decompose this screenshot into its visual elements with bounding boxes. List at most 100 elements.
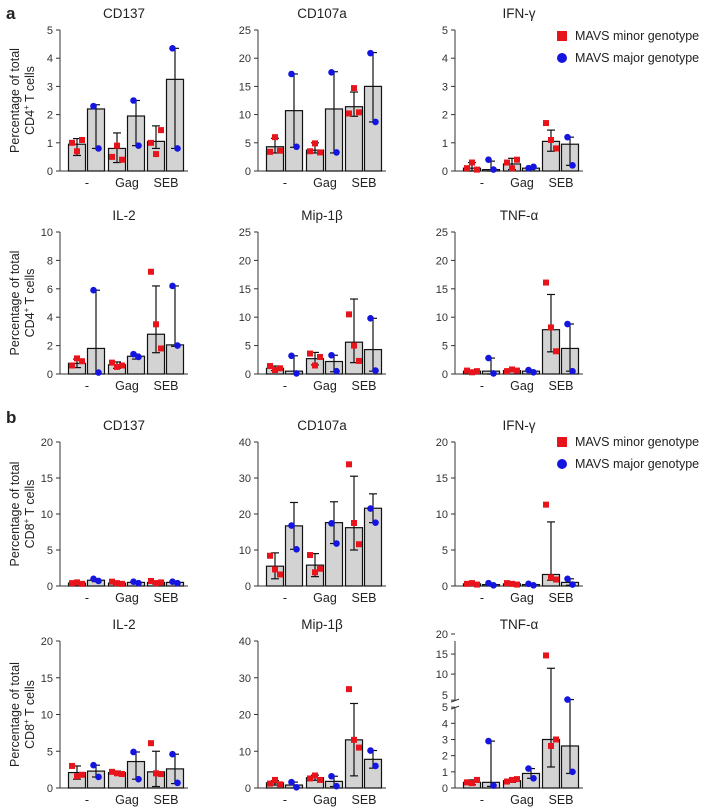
y-tick-label: 20	[239, 509, 251, 521]
y-tick-label: 15	[239, 284, 251, 296]
data-point-minor	[267, 148, 273, 155]
data-point-minor	[69, 580, 75, 587]
y-tick-label: 10	[41, 509, 53, 521]
data-point-major	[530, 581, 537, 589]
y-tick-label: 20	[239, 710, 251, 722]
data-point-minor	[79, 136, 85, 143]
data-point-minor	[509, 165, 515, 172]
data-point-minor	[153, 321, 159, 328]
data-point-minor	[514, 776, 520, 783]
data-point-major	[174, 145, 181, 152]
data-point-minor	[351, 520, 357, 526]
y-tick-label: 5	[442, 690, 448, 702]
data-point-major	[328, 351, 335, 359]
y-tick-label: 4	[47, 312, 53, 324]
x-category-label: SEB	[548, 591, 573, 605]
chart-title: TNF-α	[500, 208, 539, 223]
y-tick-label: 4	[442, 53, 448, 65]
data-point-minor	[277, 571, 283, 578]
data-point-minor	[148, 740, 154, 747]
bar	[165, 344, 185, 375]
data-point-minor	[277, 147, 283, 154]
chart-title: Mip-1β	[301, 208, 343, 223]
data-point-minor	[504, 778, 510, 785]
chart-title: Mip-1β	[301, 617, 343, 632]
y-axis-label: Percentage of totalCD4+ T cells	[8, 48, 37, 153]
legend-label-major: MAVS major genotype	[575, 51, 700, 65]
data-point-major	[169, 578, 176, 585]
data-point-minor	[114, 580, 120, 587]
data-point-minor	[548, 324, 554, 331]
data-point-minor	[474, 166, 480, 173]
y-tick-label: 10	[239, 545, 251, 557]
data-point-major	[90, 575, 97, 583]
data-point-major	[293, 783, 300, 791]
data-point-major	[169, 282, 176, 290]
y-tick-label: 20	[239, 53, 251, 65]
x-category-label: Gag	[510, 176, 534, 190]
y-tick-label: 30	[239, 673, 251, 685]
chart-b-7: CD107a 0 10 20 30 40 - Gag SEB	[239, 418, 386, 605]
y-tick-label: 20	[41, 437, 53, 449]
data-point-minor	[277, 781, 283, 788]
chart-a-4: Mip-1β 0 5 10 15 20 25 - Gag SEB	[239, 208, 386, 393]
data-point-minor	[464, 367, 470, 374]
x-category-label: -	[480, 176, 484, 190]
x-category-label: -	[283, 793, 287, 807]
x-category-label: Gag	[510, 793, 534, 807]
x-category-label: Gag	[115, 591, 139, 605]
data-point-minor	[109, 359, 115, 366]
legend-item-minor: MAVS minor genotype	[557, 25, 699, 47]
data-point-minor	[504, 159, 510, 166]
data-point-major	[525, 164, 532, 172]
data-point-minor	[267, 780, 273, 787]
x-category-label: Gag	[313, 591, 337, 605]
data-point-minor	[267, 552, 273, 559]
y-tick-label: 15	[436, 284, 448, 296]
data-point-major	[293, 143, 300, 151]
circle-marker-icon	[557, 53, 567, 63]
circle-marker-icon	[557, 459, 567, 469]
x-category-label: Gag	[313, 176, 337, 190]
data-point-major	[95, 145, 102, 152]
data-point-major	[525, 580, 532, 588]
data-point-minor	[74, 579, 80, 586]
y-tick-label: 15	[436, 473, 448, 485]
chart-b-9: IL-2 0 5 10 15 20 Percentage of totalCD8+ T ce…	[8, 617, 188, 807]
data-point-major	[530, 368, 537, 376]
y-tick-label: 20	[436, 629, 448, 641]
x-category-label: -	[480, 793, 484, 807]
chart-title: IL-2	[112, 617, 135, 632]
x-category-label: -	[85, 176, 89, 190]
x-category-label: SEB	[351, 176, 376, 190]
data-point-minor	[69, 362, 75, 369]
data-point-minor	[114, 770, 120, 777]
data-point-major	[485, 737, 492, 745]
y-tick-label: 2	[47, 110, 53, 122]
legend-item-major: MAVS major genotype	[557, 47, 699, 69]
data-point-minor	[267, 363, 273, 370]
legend-label-minor: MAVS minor genotype	[575, 29, 700, 43]
x-category-label: SEB	[351, 379, 376, 393]
y-tick-label: 10	[239, 312, 251, 324]
chart-b-6: CD137 0 5 10 15 20 Percentage of totalCD8+ T c…	[8, 418, 188, 605]
y-tick-label: 0	[47, 166, 53, 178]
data-point-minor	[553, 736, 559, 743]
chart-title: CD107a	[297, 418, 347, 433]
data-point-minor	[272, 134, 278, 141]
data-point-minor	[514, 581, 520, 588]
chart-a-5: TNF-α 0 5 10 15 20 25 - Gag SEB	[436, 208, 583, 393]
data-point-minor	[307, 775, 313, 782]
x-category-label: -	[480, 591, 484, 605]
chart-a-1: CD107a 0 5 10 15 20 25 - Gag SEB	[239, 6, 386, 190]
data-point-major	[174, 779, 181, 787]
data-point-major	[130, 748, 137, 756]
data-point-minor	[351, 85, 357, 92]
data-point-minor	[543, 120, 549, 127]
chart-title: IFN-γ	[503, 6, 536, 21]
y-tick-label: 20	[436, 437, 448, 449]
data-point-major	[569, 367, 576, 375]
data-point-minor	[553, 576, 559, 583]
data-point-minor	[312, 772, 318, 779]
